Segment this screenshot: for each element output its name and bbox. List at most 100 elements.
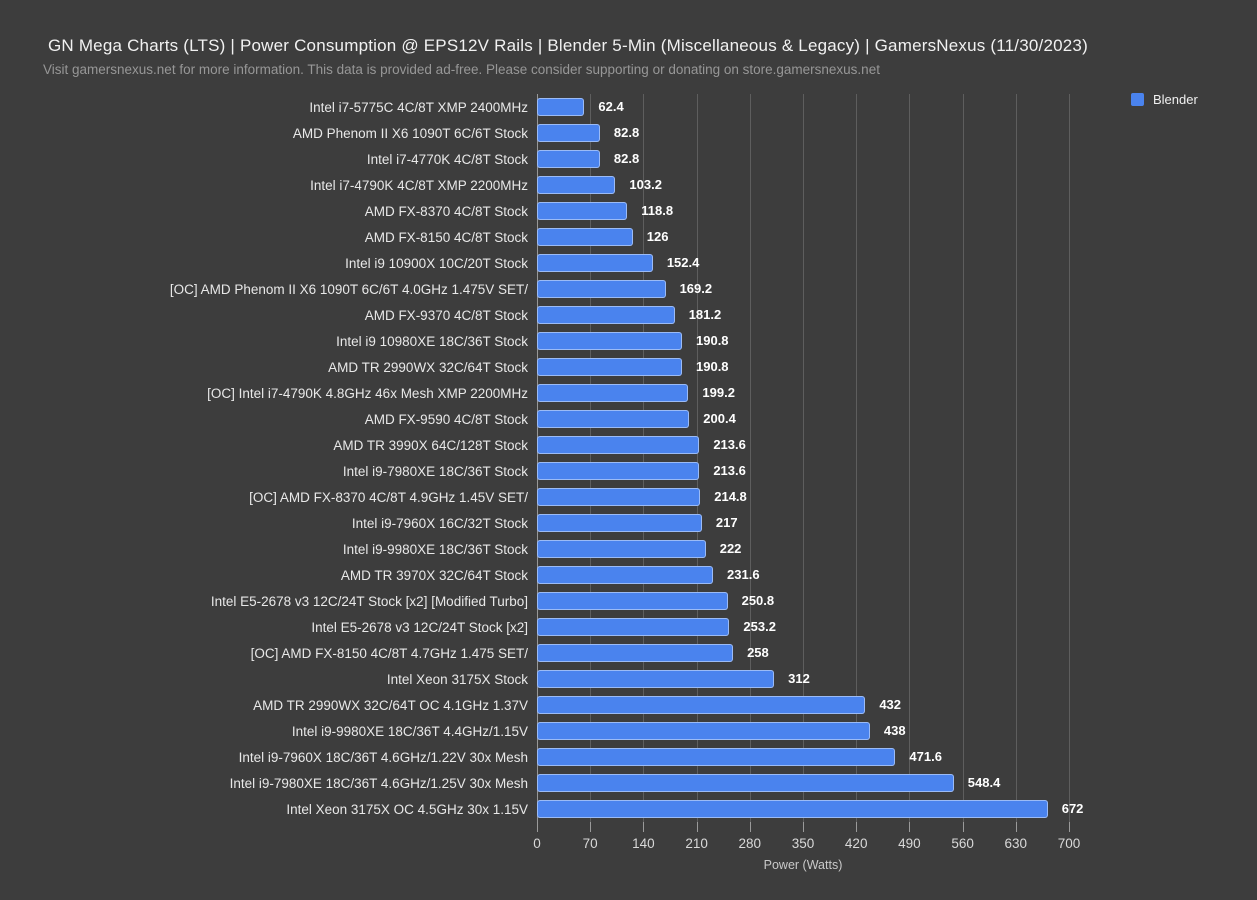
- bar-value-label: 103.2: [629, 177, 662, 192]
- bar-value-label: 181.2: [688, 307, 722, 322]
- bar-row: Intel Xeon 3175X Stock 312: [0, 666, 1257, 692]
- category-label: AMD FX-8150 4C/8T Stock: [364, 229, 528, 245]
- bar-value-label: 217: [715, 515, 738, 530]
- bar-track: 438: [537, 718, 1257, 744]
- bar: [537, 592, 728, 610]
- bar-value-label: 258: [747, 645, 769, 660]
- bar-row: [OC] AMD FX-8370 4C/8T 4.9GHz 1.45V SET/…: [0, 484, 1257, 510]
- bar-row: Intel i9-7960X 18C/36T 4.6GHz/1.22V 30x …: [0, 744, 1257, 770]
- category-label: [OC] AMD Phenom II X6 1090T 6C/6T 4.0GHz…: [169, 281, 528, 297]
- bar-value-label: 199.2: [702, 385, 735, 400]
- gridline: [803, 94, 804, 822]
- bar-value-label: 222: [719, 541, 742, 556]
- gridline: [590, 94, 592, 822]
- bar-row: AMD Phenom II X6 1090T 6C/6T Stock 82.8: [0, 120, 1257, 146]
- x-tick-label: 700: [1057, 836, 1081, 851]
- bar: [537, 358, 682, 376]
- legend: Blender: [1131, 92, 1198, 107]
- category-label: [OC] AMD FX-8150 4C/8T 4.7GHz 1.475 SET/: [250, 645, 528, 661]
- bar-track: 253.2: [537, 614, 1257, 640]
- bar-track: 169.2: [537, 276, 1257, 302]
- x-tick-label: 560: [951, 836, 974, 851]
- bar-row: Intel i7-4770K 4C/8T Stock 82.8: [0, 146, 1257, 172]
- bar-value-label: 250.8: [741, 593, 775, 608]
- x-tick-mark: [909, 822, 911, 832]
- bar-value-label: 432: [879, 697, 902, 712]
- x-tick-label: 70: [582, 836, 598, 851]
- bar-row: Intel i7-4790K 4C/8T XMP 2200MHz 103.2: [0, 172, 1257, 198]
- bar-row: Intel i9-7980XE 18C/36T 4.6GHz/1.25V 30x…: [0, 770, 1257, 796]
- x-tick-mark: [1069, 822, 1070, 832]
- category-label: AMD TR 3990X 64C/128T Stock: [333, 437, 528, 453]
- bar-row: Intel i9 10980XE 18C/36T Stock 190.8: [0, 328, 1257, 354]
- bar: [537, 228, 633, 246]
- x-axis: 0 70 140 210 280 350 420 490 560 630 700: [533, 822, 1097, 892]
- bar-track: 432: [537, 692, 1257, 718]
- bar-track: 312: [537, 666, 1257, 692]
- category-label: AMD FX-9370 4C/8T Stock: [364, 307, 528, 323]
- category-label: Intel E5-2678 v3 12C/24T Stock [x2] [Mod…: [210, 593, 528, 609]
- bar: [537, 462, 700, 480]
- x-tick-label: 280: [738, 836, 762, 851]
- bar-track: 672: [537, 796, 1257, 822]
- gridline: [749, 94, 751, 822]
- bar-row: [OC] Intel i7-4790K 4.8GHz 46x Mesh XMP …: [0, 380, 1257, 406]
- category-label: AMD TR 2990WX 32C/64T Stock: [328, 359, 528, 375]
- bar-track: 181.2: [537, 302, 1257, 328]
- category-label: AMD FX-9590 4C/8T Stock: [364, 411, 528, 427]
- bar: [537, 254, 653, 272]
- bar-value-label: 62.4: [598, 99, 624, 114]
- category-label: AMD FX-8370 4C/8T Stock: [364, 203, 528, 219]
- bar-track: 471.6: [537, 744, 1257, 770]
- category-label: Intel i7-4770K 4C/8T Stock: [366, 151, 528, 167]
- bar-value-label: 126: [646, 229, 669, 244]
- bar-row: Intel i9-7960X 16C/32T Stock 217: [0, 510, 1257, 536]
- bar: [537, 514, 702, 532]
- bar-value-label: 471.6: [909, 749, 942, 764]
- bar-track: 152.4: [537, 250, 1257, 276]
- x-tick-mark: [749, 822, 751, 832]
- x-tick-mark: [803, 822, 804, 832]
- x-axis-label: Power (Watts): [763, 858, 843, 872]
- bar-value-label: 118.8: [641, 203, 674, 218]
- bar-row: AMD TR 3970X 32C/64T Stock 231.6: [0, 562, 1257, 588]
- x-tick-mark: [1015, 822, 1017, 832]
- gridline: [643, 94, 645, 822]
- bar: [537, 124, 600, 142]
- bar: [537, 722, 870, 740]
- x-tick-mark: [856, 822, 858, 832]
- bar-value-label: 253.2: [743, 619, 776, 634]
- bar-row: Intel E5-2678 v3 12C/24T Stock [x2] [Mod…: [0, 588, 1257, 614]
- bar-value-label: 548.4: [967, 775, 1001, 790]
- chart-subtitle: Visit gamersnexus.net for more informati…: [43, 62, 880, 77]
- category-label: AMD Phenom II X6 1090T 6C/6T Stock: [292, 125, 528, 141]
- category-label: [OC] AMD FX-8370 4C/8T 4.9GHz 1.45V SET/: [249, 489, 528, 505]
- bar-track: 222: [537, 536, 1257, 562]
- bar-track: 213.6: [537, 458, 1257, 484]
- bar: [537, 436, 700, 454]
- category-label: Intel i9-7960X 18C/36T 4.6GHz/1.22V 30x …: [238, 749, 528, 765]
- bar-track: 548.4: [537, 770, 1257, 796]
- bar-value-label: 190.8: [696, 333, 729, 348]
- category-label: Intel i7-4790K 4C/8T XMP 2200MHz: [310, 177, 528, 193]
- category-label: Intel i9-7960X 16C/32T Stock: [351, 515, 528, 531]
- x-tick-mark: [643, 822, 645, 832]
- bar: [537, 696, 866, 714]
- bar-row: AMD FX-8150 4C/8T Stock 126: [0, 224, 1257, 250]
- bar-value-label: 190.8: [696, 359, 729, 374]
- bar-track: 214.8: [537, 484, 1257, 510]
- x-tick-mark: [962, 822, 964, 832]
- x-tick-label: 0: [533, 836, 541, 851]
- legend-swatch-icon: [1131, 93, 1144, 106]
- bar-track: 82.8: [537, 146, 1257, 172]
- category-label: Intel i9-9980XE 18C/36T 4.4GHz/1.15V: [291, 723, 528, 739]
- bar-row: AMD TR 2990WX 32C/64T Stock 190.8: [0, 354, 1257, 380]
- x-tick-mark: [696, 822, 698, 832]
- gridline: [909, 94, 911, 822]
- bar-row: AMD TR 3990X 64C/128T Stock 213.6: [0, 432, 1257, 458]
- bar-track: 200.4: [537, 406, 1257, 432]
- bar-chart: Intel i7-5775C 4C/8T XMP 2400MHz 62.4 AMD …: [0, 94, 1257, 822]
- bar: [537, 774, 954, 792]
- bar-row: [OC] AMD FX-8150 4C/8T 4.7GHz 1.475 SET/…: [0, 640, 1257, 666]
- bar-row: AMD TR 2990WX 32C/64T OC 4.1GHz 1.37V 432: [0, 692, 1257, 718]
